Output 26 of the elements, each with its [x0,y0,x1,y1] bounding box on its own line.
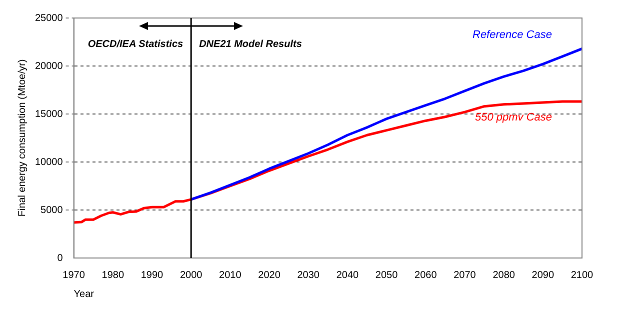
x-axis-title: Year [74,288,95,300]
series-label: 550 ppmv Case [474,112,552,124]
x-tick-label: 1970 [62,270,86,281]
x-tick-label: 2070 [454,270,476,281]
x-tick-label: 2100 [570,270,594,281]
x-tick-label: 2010 [219,270,242,281]
annotation: DNE21 Model Results [199,38,302,50]
y-tick-label: 0 [57,252,64,264]
y-tick-label: 10000 [34,156,64,168]
x-tick-label: 2040 [336,270,360,281]
y-tick-label: 5000 [40,204,64,216]
series-label: Reference Case [472,28,552,41]
x-tick-label: 2050 [375,270,398,281]
annotation: OECD/IEA Statistics [88,38,184,50]
x-tick-label: 2030 [297,270,320,281]
x-tick-label: 2000 [180,270,203,281]
y-tick-label: 20000 [34,60,64,72]
x-tick-label: 2020 [258,270,281,281]
y-axis-title: Final energy consumption (Mtoe/yr) [16,59,28,217]
x-tick-label: 2080 [492,270,516,281]
x-tick-label: 2060 [414,270,438,281]
x-tick-label: 2090 [532,270,554,281]
y-tick-label: 15000 [34,108,64,120]
y-tick-label: 25000 [34,12,64,24]
x-tick-label: 1990 [140,270,164,281]
x-tick-label: 1980 [102,270,124,281]
